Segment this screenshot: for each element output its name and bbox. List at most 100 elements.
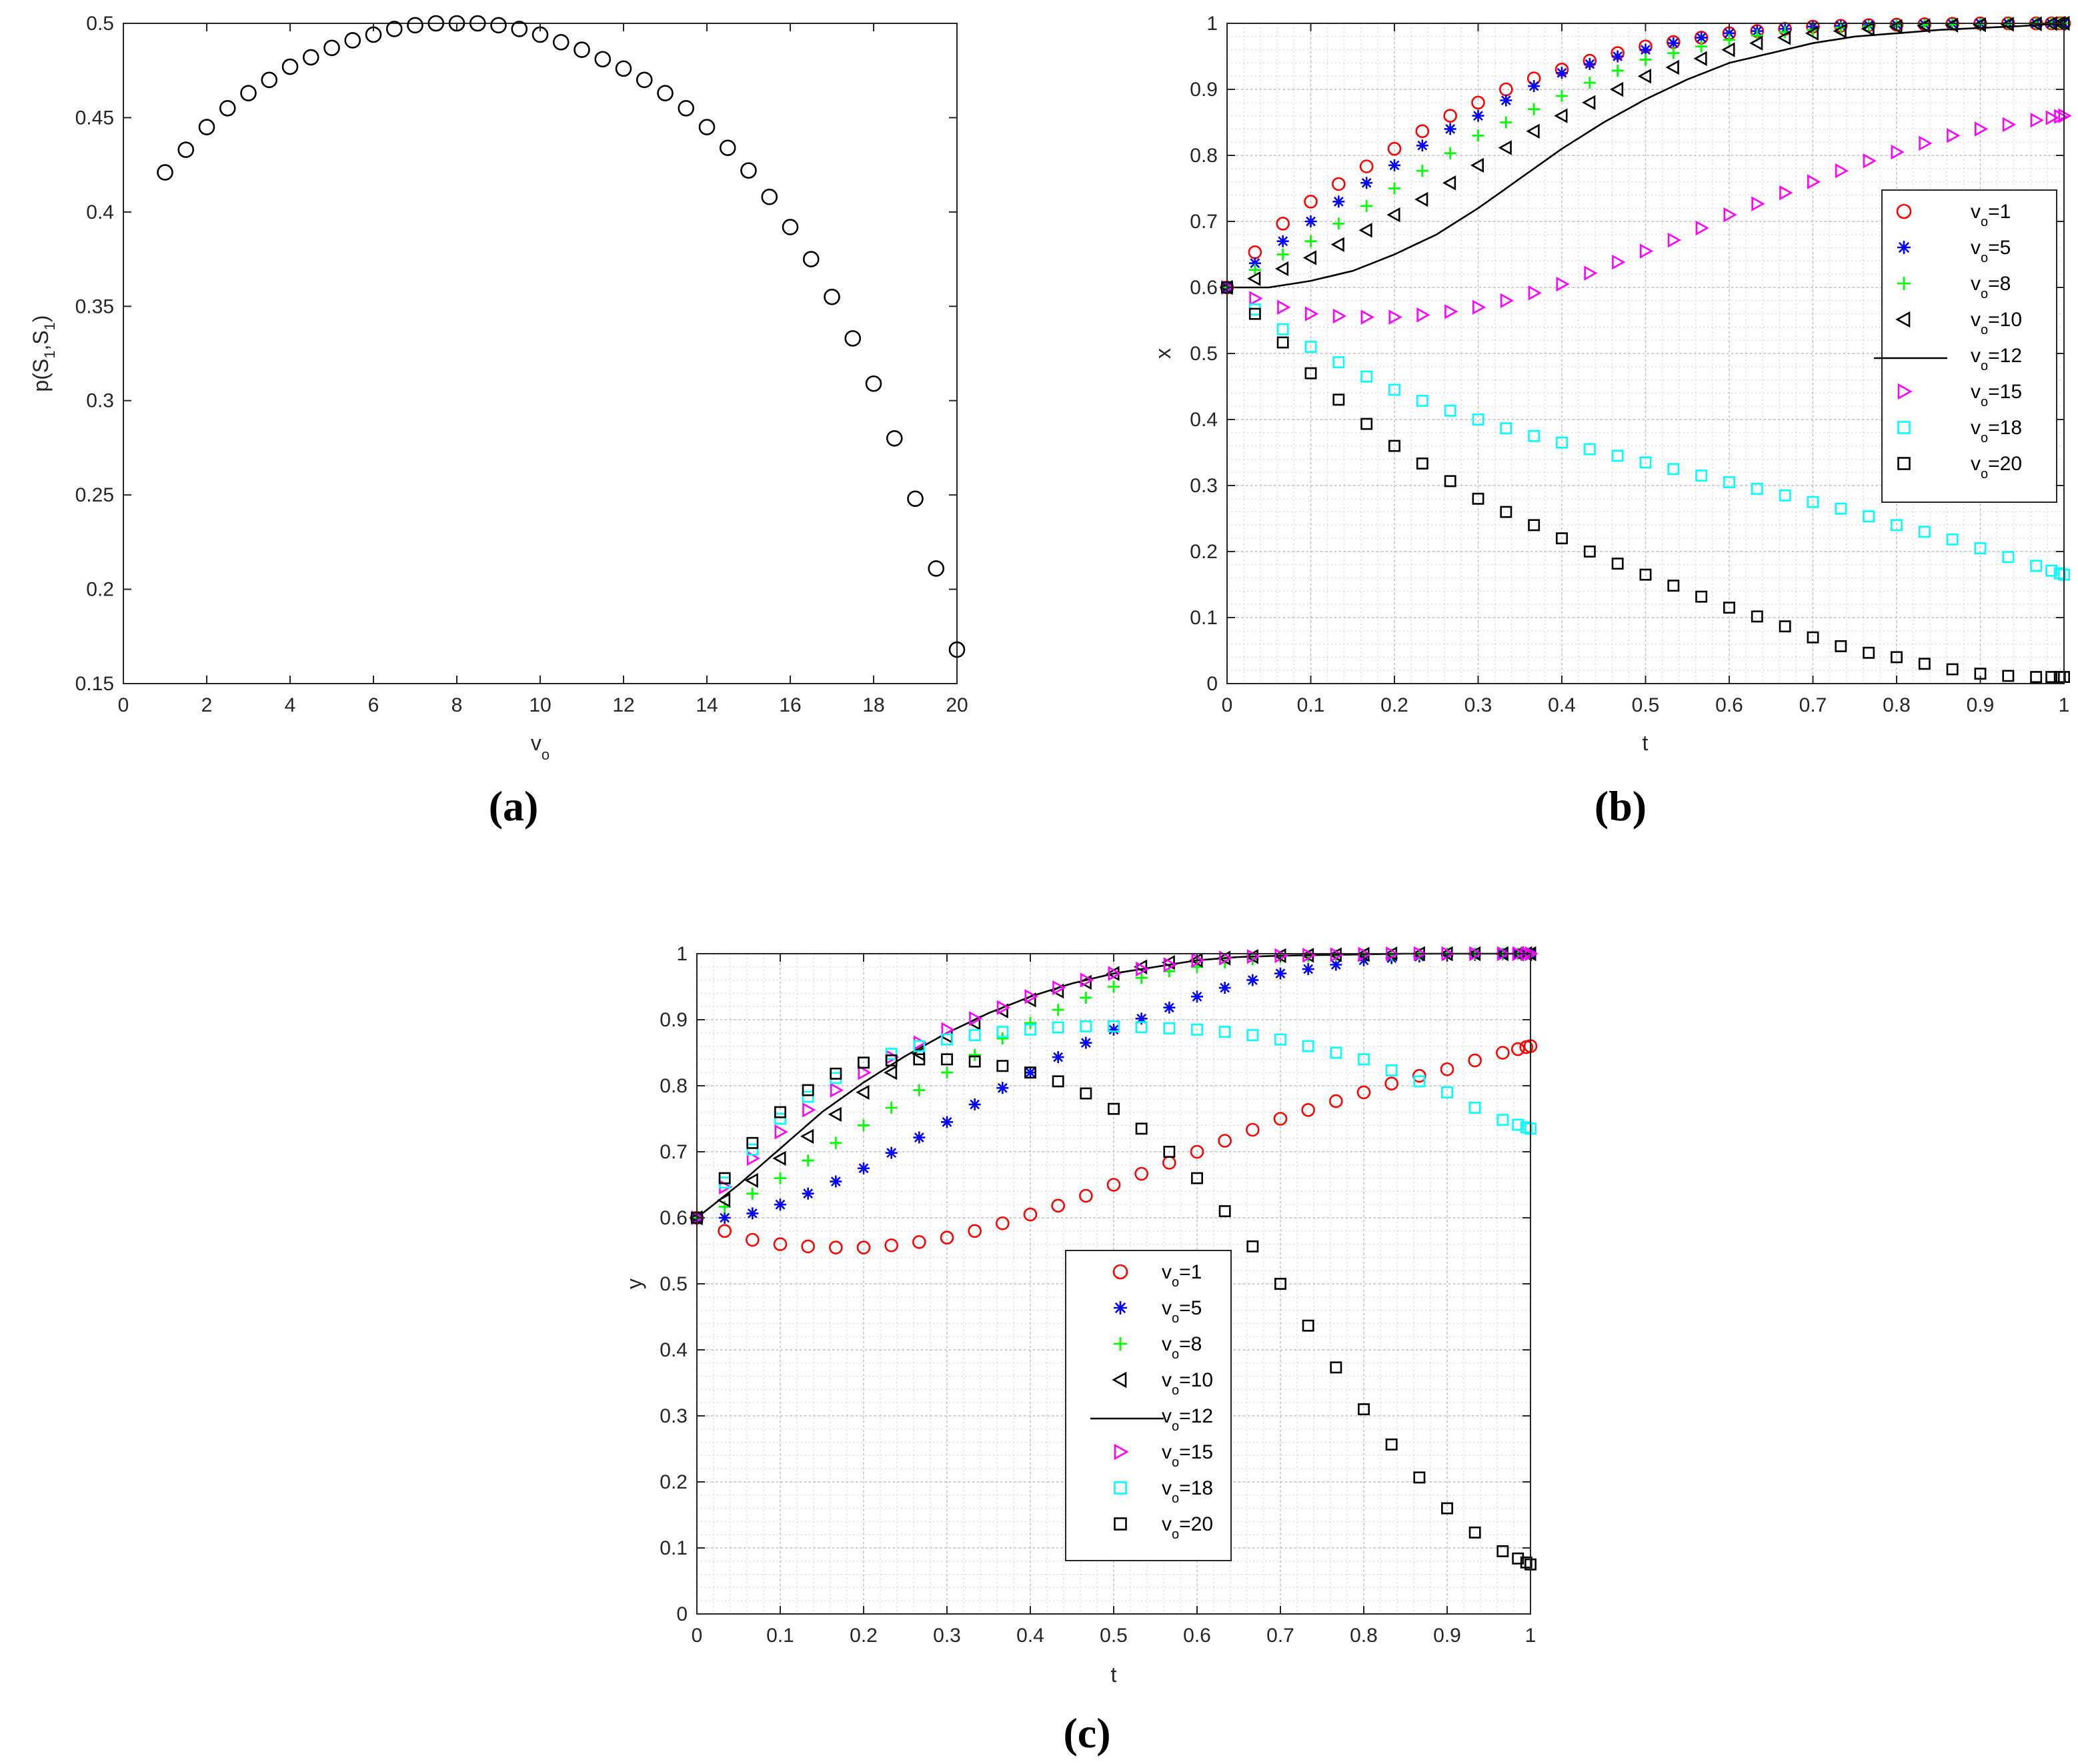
panel-c-data-point [1246, 974, 1259, 986]
panel-c-data-point [802, 1154, 814, 1167]
panel-c-data-point [1163, 1001, 1176, 1014]
panel-c-data-point [968, 1055, 981, 1068]
panel-b-xtick-label: 0 [1222, 694, 1233, 716]
panel-c-xlabel: t [1111, 1663, 1117, 1687]
panel-a-point [698, 119, 716, 135]
panel-b-data-point [1249, 291, 1263, 306]
panel-c-data-point [829, 1240, 843, 1254]
panel-a-point [740, 162, 757, 179]
panel-b-data-point [1612, 254, 1626, 270]
panel-c-data-point [774, 1172, 786, 1184]
panel-a-point [302, 49, 319, 66]
panel-a-xtick-label: 6 [368, 694, 379, 716]
panel-b-data-point [1835, 640, 1847, 652]
panel-a-xtick-label: 4 [285, 694, 296, 716]
panel-c-ytick-label: 0.9 [660, 1009, 688, 1031]
panel-a-point [678, 99, 695, 117]
panel-b-ytick-label: 0.8 [1190, 145, 1218, 167]
panel-b-data-point [2002, 551, 2015, 564]
panel-c-ytick-label: 0 [676, 1603, 688, 1625]
panel-a-point [824, 288, 840, 305]
panel-b-data-point [2030, 560, 2043, 572]
panel-c-data-point [1385, 1064, 1398, 1076]
panel-c-data-point [746, 1207, 759, 1220]
panel-c-ytick-label: 0.3 [660, 1405, 688, 1427]
panel-c-data-point [746, 1143, 759, 1156]
panel-b-data-point [1416, 394, 1428, 407]
panel-c-legend-marker [1114, 1337, 1127, 1351]
panel-c-data-point [1024, 1066, 1036, 1079]
panel-c-data-point [1329, 1094, 1343, 1108]
panel-c-data-point [1135, 972, 1148, 984]
panel-c-ytick-label: 0.5 [660, 1273, 688, 1295]
panel-c-data-point [1052, 1075, 1064, 1088]
panel-c-data-point [746, 1136, 759, 1149]
panel-b-data-point [1332, 393, 1345, 406]
panel-c-data-point [1512, 1552, 1524, 1565]
panel-b-data-point [1556, 532, 1568, 545]
panel-c-data-point [1273, 1112, 1288, 1126]
panel-a-point [948, 641, 966, 658]
panel-b-xtick-label: 0.5 [1632, 694, 1660, 716]
panel-c-xtick-label: 0.6 [1183, 1625, 1211, 1647]
panel-b-ytick-label: 0.2 [1190, 541, 1218, 563]
panel-b-legend-entry: vo=8 [1897, 273, 2011, 301]
panel-b-data-point [1609, 81, 1624, 97]
panel-b-data-point [1919, 135, 1933, 151]
panel-c-data-point [913, 1084, 926, 1096]
panel-c-xtick-label: 0.7 [1266, 1625, 1294, 1647]
panel-b-data-point [1500, 94, 1512, 107]
panel-a-point [552, 33, 570, 51]
panel-a-xtick-label: 20 [946, 694, 968, 716]
panel-c-data-point [1274, 967, 1286, 980]
panel-c-ytick-label: 1 [676, 943, 688, 965]
panel-b-data-point [1304, 194, 1318, 209]
panel-c-legend-marker [1112, 1264, 1128, 1280]
panel-a-point [574, 41, 590, 58]
panel-a-ytick-label: 0.2 [86, 579, 114, 601]
panel-c-data-point [1496, 1114, 1509, 1126]
panel-a-point [198, 119, 215, 135]
panel-c-data-point [858, 1162, 870, 1174]
panel-a-point [761, 188, 778, 205]
panel-c-data-point [884, 1238, 898, 1252]
panel-c-data-point [996, 1026, 1009, 1038]
panel-c-data-point [1052, 980, 1066, 996]
panel-c-data-point [1135, 1012, 1148, 1025]
panel-b-data-point [1442, 175, 1456, 191]
panel-b-xtick-label: 0.4 [1548, 694, 1576, 716]
panel-b-data-point [1863, 510, 1875, 523]
panel-b-data-point [1667, 47, 1680, 59]
panel-b-data-point [1500, 116, 1512, 129]
panel-b-ytick-label: 0.4 [1190, 409, 1218, 431]
panel-b-data-point [1946, 663, 1959, 676]
panel-c-data-point [830, 1067, 842, 1080]
panel-b-data-point [1443, 109, 1457, 123]
panel-c-data-point [1330, 1046, 1342, 1059]
panel-c-data-point [1302, 948, 1316, 963]
panel-b-legend-label: vo=12 [1971, 345, 2022, 373]
panel-a-point [928, 560, 945, 577]
panel-c-data-point [1512, 1118, 1524, 1131]
panel-b-data-point [1444, 147, 1456, 159]
panel-c-data-point [1330, 1361, 1342, 1374]
panel-b-legend-label: vo=5 [1971, 237, 2011, 265]
panel-c-legend-marker [1114, 1517, 1127, 1531]
panel-a-point [636, 71, 653, 89]
panel-b-data-point [1247, 271, 1261, 287]
panel-b-data-point [1779, 620, 1791, 633]
panel-b-data-point [1611, 558, 1624, 570]
panel-b-data-point [2030, 112, 2044, 128]
panel-b-data-point [1500, 422, 1512, 435]
panel-b-data-point [1526, 123, 1540, 139]
panel-b-xtick-label: 0.1 [1297, 694, 1325, 716]
panel-b-caption: (b) [1595, 782, 1647, 830]
panel-c-data-point [968, 1098, 981, 1111]
panel-c-data-point [1191, 1172, 1203, 1184]
panel-c-data-point [1356, 1085, 1371, 1100]
panel-c-data-point [1302, 1319, 1314, 1332]
panel-b-data-point [1918, 526, 1931, 538]
panel-c-xtick-label: 0.4 [1016, 1625, 1044, 1647]
panel-b-xtick-label: 0.2 [1380, 694, 1408, 716]
panel-c-data-point [1163, 957, 1178, 972]
